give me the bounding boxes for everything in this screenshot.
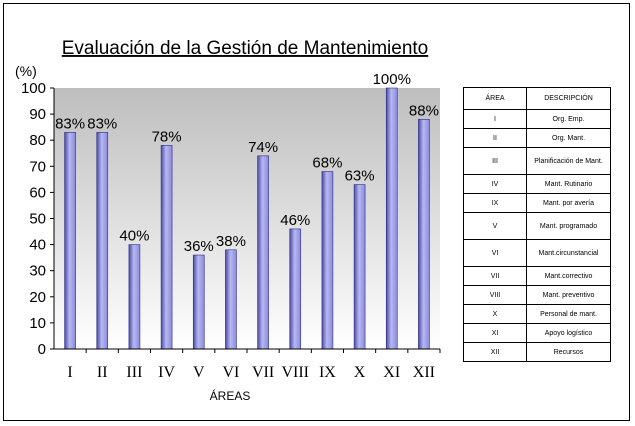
legend-row: XI Apoyo logístico — [463, 323, 611, 343]
legend-area-cell: IV — [463, 174, 527, 194]
legend-description-cell: Org. Emp. — [526, 109, 611, 129]
legend-header-area: ÁREA — [463, 87, 527, 110]
bar — [257, 155, 269, 350]
legend-area-cell: XII — [463, 342, 527, 362]
legend-description-cell: Mant.correctivo — [526, 266, 611, 286]
plot-area — [54, 88, 440, 349]
legend-row: VII Mant.correctivo — [463, 266, 611, 286]
x-tick-label: V — [193, 364, 205, 381]
y-tick-label: 30 — [29, 263, 46, 280]
legend-description-cell: Planificación de Mant. — [526, 147, 611, 175]
y-tick-label: 10 — [29, 315, 46, 332]
y-tick-label: 70 — [29, 158, 46, 175]
bar — [385, 87, 398, 350]
legend-row: III Planificación de Mant. — [463, 147, 611, 175]
legend-description-cell: Recursos — [526, 342, 611, 362]
legend-description-cell: Mant. Rutinario — [526, 174, 611, 194]
legend-area-cell: VII — [463, 266, 527, 286]
legend-area-cell: VIII — [463, 285, 527, 305]
legend-description-cell: Mant.circunstancial — [526, 239, 611, 267]
legend-row: VIII Mant. preventivo — [463, 285, 611, 305]
bar — [64, 132, 76, 350]
data-label: 63% — [345, 168, 375, 185]
legend-row: VI Mant.circunstancial — [463, 239, 611, 267]
legend-description-cell: Mant. preventivo — [526, 285, 611, 305]
legend-row: V Mant. programado — [463, 212, 611, 240]
y-tick-label: 0 — [38, 341, 46, 358]
bar — [128, 244, 141, 350]
legend-area-cell: XI — [463, 323, 527, 343]
data-label: 83% — [55, 115, 85, 132]
legend-area-cell: X — [463, 304, 527, 324]
x-tick-label: VII — [252, 364, 274, 381]
data-label: 40% — [119, 228, 149, 245]
x-tick-label: X — [354, 364, 366, 381]
legend-header-description: DESCRIPCIÓN — [526, 87, 611, 110]
legend-area-cell: III — [463, 147, 527, 175]
x-tick-label: III — [126, 364, 142, 381]
bar — [353, 184, 366, 350]
data-label: 46% — [280, 212, 310, 229]
y-tick-label: 50 — [29, 211, 46, 228]
bar — [96, 132, 109, 350]
y-tick-label: 100 — [21, 80, 46, 97]
bar — [289, 228, 302, 350]
data-label: 83% — [87, 115, 117, 132]
x-tick-label: IX — [319, 364, 336, 381]
y-tick-label: 60 — [29, 184, 46, 201]
legend-area-cell: V — [463, 212, 527, 240]
legend-area-cell: II — [463, 128, 527, 148]
legend-description-cell: Apoyo logístico — [526, 323, 611, 343]
legend-row: XII Recursos — [463, 342, 611, 362]
bar — [418, 119, 430, 350]
y-tick-label: 40 — [29, 237, 46, 254]
bar — [321, 171, 334, 350]
data-label: 78% — [152, 128, 182, 145]
y-tick-label: 80 — [29, 132, 46, 149]
chart-title: Evaluación de la Gestión de Mantenimient… — [62, 38, 429, 59]
legend-row: X Personal de mant. — [463, 304, 611, 324]
x-tick-label: II — [97, 364, 108, 381]
y-axis-label: (%) — [15, 63, 37, 79]
legend-description-cell: Mant. programado — [526, 212, 611, 240]
legend-header-row: ÁREA DESCRIPCIÓN — [463, 87, 611, 110]
legend-table: ÁREA DESCRIPCIÓN I Org. Emp. II Org. Mant. I… — [463, 87, 611, 362]
legend-row: II Org. Mant. — [463, 128, 611, 148]
x-tick-label: VIII — [281, 364, 309, 381]
bar — [225, 249, 237, 350]
x-tick-label: XI — [383, 364, 400, 381]
legend-description-cell: Mant. por avería — [526, 193, 611, 213]
bar — [160, 145, 173, 350]
legend-row: IX Mant. por avería — [463, 193, 611, 213]
bar — [192, 254, 205, 350]
y-tick-label: 90 — [29, 106, 46, 123]
x-tick-label: XII — [413, 364, 435, 381]
x-axis-label: ÁREAS — [210, 388, 251, 403]
x-tick-label: I — [67, 364, 72, 381]
legend-description-cell: Personal de mant. — [526, 304, 611, 324]
x-tick-label: IV — [158, 364, 175, 381]
legend-row: IV Mant. Rutinario — [463, 174, 611, 194]
data-label: 38% — [216, 233, 246, 250]
legend-description-cell: Org. Mant. — [526, 128, 611, 148]
data-label: 88% — [409, 102, 439, 119]
legend-area-cell: VI — [463, 239, 527, 267]
legend-area-cell: I — [463, 109, 527, 129]
data-label: 74% — [248, 139, 278, 156]
data-label: 36% — [184, 238, 214, 255]
data-label: 68% — [312, 155, 342, 172]
legend-row: I Org. Emp. — [463, 109, 611, 129]
y-tick-label: 20 — [29, 289, 46, 306]
legend-area-cell: IX — [463, 193, 527, 213]
data-label: 100% — [373, 71, 411, 88]
x-tick-label: VI — [222, 364, 239, 381]
